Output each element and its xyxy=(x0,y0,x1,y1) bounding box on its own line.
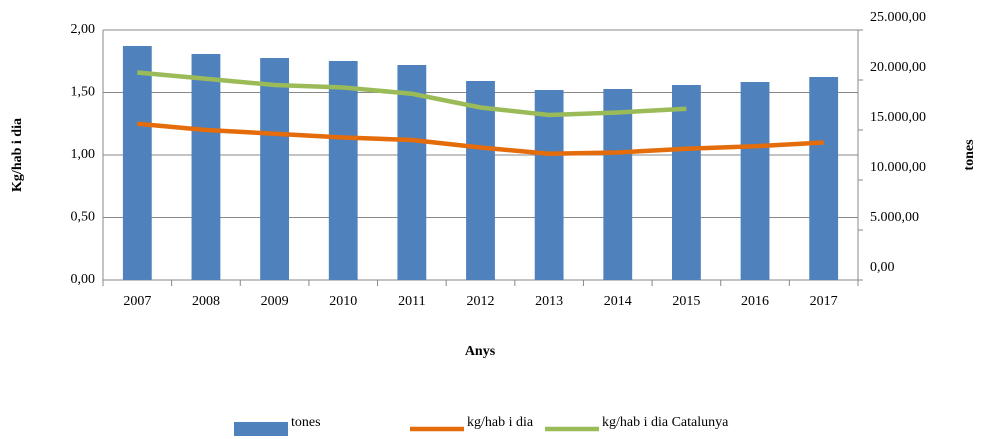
y2-tick-label: 25.000,00 xyxy=(870,10,926,25)
x-tick-label: 2014 xyxy=(604,294,632,309)
x-tick-label: 2016 xyxy=(741,294,769,309)
legend-label: kg/hab i dia Catalunya xyxy=(602,415,729,430)
x-tick-label: 2009 xyxy=(261,294,289,309)
x-tick-label: 2011 xyxy=(398,294,425,309)
bar xyxy=(534,90,564,280)
y-tick-label: 0,00 xyxy=(71,272,96,287)
bar xyxy=(191,54,221,280)
x-tick-label: 2012 xyxy=(467,294,495,309)
y2-axis-title: tones xyxy=(962,139,977,171)
line xyxy=(137,70,687,118)
y-tick-label: 1,50 xyxy=(71,85,96,100)
legend-label: tones xyxy=(291,415,321,430)
x-axis-title: Anys xyxy=(465,344,496,359)
y2-tick-label: 15.000,00 xyxy=(870,110,926,125)
bar xyxy=(809,77,839,280)
x-tick-label: 2015 xyxy=(672,294,700,309)
bar xyxy=(466,81,495,280)
bar xyxy=(397,65,427,280)
x-tick-label: 2010 xyxy=(329,294,357,309)
x-tick-label: 2013 xyxy=(535,294,563,309)
legend-swatch xyxy=(234,422,288,436)
line xyxy=(137,121,824,156)
y-tick-label: 1,00 xyxy=(71,147,96,162)
bar xyxy=(122,46,152,280)
y2-tick-label: 5.000,00 xyxy=(870,210,919,225)
x-tick-label: 2008 xyxy=(192,294,220,309)
y-tick-label: 0,50 xyxy=(71,210,96,225)
bar xyxy=(671,85,701,280)
legend-label: kg/hab i dia xyxy=(467,415,534,430)
x-tick-label: 2017 xyxy=(810,294,838,309)
y-tick-label: 2,00 xyxy=(71,22,96,37)
bar xyxy=(260,58,290,280)
y2-tick-label: 0,00 xyxy=(870,260,895,275)
y2-tick-label: 20.000,00 xyxy=(870,60,926,75)
y2-tick-label: 10.000,00 xyxy=(870,160,926,175)
bar xyxy=(328,61,358,280)
bar xyxy=(740,82,770,280)
bar xyxy=(603,89,633,280)
x-tick-label: 2007 xyxy=(123,294,151,309)
y-axis-title: Kg/hab i dia xyxy=(10,118,25,192)
